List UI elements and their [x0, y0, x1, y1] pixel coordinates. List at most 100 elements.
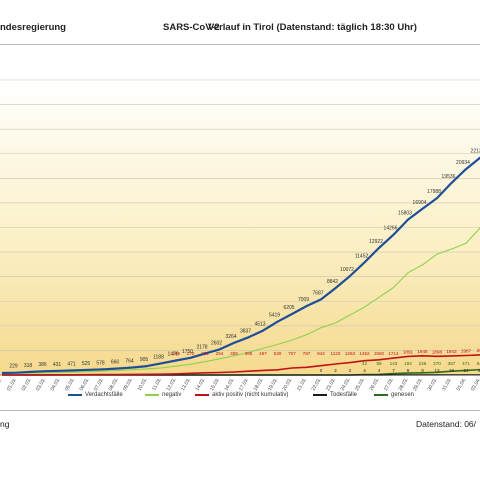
data-label-aktiv: 1452: [359, 351, 370, 356]
data-label-aktiv: 204: [477, 348, 480, 353]
data-label-aktiv: 1263: [345, 351, 356, 356]
x-tick-label: 10.03.: [137, 377, 149, 392]
data-label-verdacht: 666: [111, 359, 120, 365]
data-label-verdacht: 1470: [167, 352, 178, 358]
data-label-aktiv: 1948: [417, 349, 428, 354]
data-label-genesen: 59: [376, 361, 382, 366]
data-label-tod: 2: [349, 368, 352, 373]
data-label-aktiv: 942: [317, 351, 325, 356]
data-label-genesen: 546: [477, 361, 480, 366]
data-label-verdacht: 7009: [298, 297, 309, 303]
data-label-tod: 2: [334, 368, 337, 373]
data-label-verdacht: 8842: [327, 279, 338, 285]
data-label-verdacht: 386: [38, 362, 47, 368]
x-tick-label: 13.03.: [180, 377, 192, 392]
data-label-tod: 25: [478, 368, 480, 373]
data-label-verdacht: 471: [67, 361, 76, 367]
data-label-verdacht: 20934: [456, 160, 470, 166]
data-label-verdacht: 7687: [312, 290, 323, 296]
x-tick-label: 29.03.: [412, 377, 424, 392]
data-label-verdacht: 14266: [384, 226, 398, 232]
legend-swatch: [313, 394, 327, 396]
legend-label: Todesfälle: [330, 392, 358, 398]
x-tick-label: 14.03.: [195, 377, 207, 392]
legend-swatch: [68, 394, 82, 396]
x-tick-label: 16.03.: [224, 377, 236, 392]
data-label-tod: 4: [378, 368, 381, 373]
x-tick-label: 01.03.: [6, 377, 18, 392]
legend-label: negativ: [162, 392, 182, 398]
data-label-verdacht: 19536: [442, 174, 456, 180]
x-tick-label: 15.03.: [209, 377, 221, 392]
x-tick-label: 31.03.: [441, 377, 453, 392]
data-label-tod: 9: [421, 368, 424, 373]
data-label-verdacht: 2178: [196, 345, 207, 351]
data-label-verdacht: 1188: [153, 354, 164, 360]
data-label-genesen: 194: [404, 361, 412, 366]
data-label-aktiv: 1120: [331, 351, 341, 356]
data-label-verdacht: 12922: [369, 239, 383, 245]
data-label-genesen: 42: [362, 361, 368, 366]
x-tick-label: 17.03.: [238, 377, 250, 392]
x-tick-label: 02.03.: [21, 377, 33, 392]
data-label-aktiv: 1550: [374, 351, 385, 356]
x-tick-label: 21.03.: [296, 377, 308, 392]
footer-datestamp: Datenstand: 06/: [416, 419, 477, 429]
chart-legend: Verdachtsfälle negativ aktiv positiv (nich…: [0, 392, 480, 404]
data-label-verdacht: 6205: [283, 305, 294, 311]
legend-item-tod: Todesfälle: [313, 392, 357, 398]
chart-subtitle: Verlauf in Tirol (Datenstand: täglich 18…: [208, 22, 417, 33]
x-tick-label: 24.03.: [340, 377, 352, 392]
data-label-aktiv: 530: [274, 351, 282, 356]
data-label-aktiv: 1891: [403, 349, 414, 354]
x-tick-label: 07.03.: [93, 377, 105, 392]
data-label-verdacht: 3264: [225, 334, 236, 340]
data-label-verdacht: 764: [125, 358, 134, 364]
footer-rule: [0, 410, 480, 411]
data-label-verdacht: 4513: [254, 322, 265, 328]
data-label-aktiv: 388: [245, 351, 253, 356]
x-tick-label: 02.04.: [470, 377, 480, 392]
x-tick-label: 28.03.: [398, 377, 410, 392]
legend-swatch: [145, 394, 159, 396]
data-label-verdacht: 3837: [240, 328, 251, 334]
data-label-genesen: 387: [448, 361, 456, 366]
legend-item-verdacht: Verdachtsfälle: [68, 392, 123, 398]
data-label-aktiv: 787: [303, 351, 311, 356]
data-label-verdacht: 525: [82, 361, 91, 367]
footer-left-text: ng: [0, 419, 10, 429]
x-tick-label: 09.03.: [122, 377, 134, 392]
legend-item-aktiv: aktiv positiv (nicht kumulativ): [195, 392, 288, 398]
series-line-verdacht: [1, 156, 480, 375]
chart-title: SARS-CoV-2: [163, 22, 220, 33]
data-label-genesen: 270: [433, 361, 441, 366]
data-label-aktiv: 1898: [432, 349, 443, 354]
data-label-verdacht: 905: [140, 357, 149, 363]
data-label-aktiv: 309: [230, 351, 238, 356]
x-tick-label: 27.03.: [383, 377, 395, 392]
series-line-negativ: [1, 227, 480, 375]
x-tick-label: 05.03.: [64, 377, 76, 392]
data-label-verdacht: 22132: [471, 148, 480, 154]
data-label-aktiv: 1943: [446, 349, 457, 354]
x-tick-label: 23.03.: [325, 377, 337, 392]
legend-item-genesen: genesen: [374, 392, 414, 398]
data-label-verdacht: 318: [24, 363, 33, 369]
x-tick-label: 20.03.: [282, 377, 294, 392]
x-tick-label: 11.03.: [151, 377, 163, 392]
data-label-aktiv: 707: [288, 351, 296, 356]
data-label-verdacht: 16904: [413, 200, 427, 206]
x-tick-label: 08.03.: [108, 377, 120, 392]
x-tick-label: 04.03.: [50, 377, 62, 392]
legend-label: Verdachtsfälle: [85, 392, 123, 398]
data-label-verdacht: 229: [9, 364, 18, 370]
data-label-verdacht: 1750: [182, 349, 193, 355]
x-tick-label: 26.03.: [369, 377, 381, 392]
data-label-tod: 0: [320, 368, 323, 373]
x-tick-label: 12.03.: [166, 377, 178, 392]
header-rule: [0, 44, 480, 45]
x-tick-label: 22.03.: [311, 377, 323, 392]
data-label-genesen: 226: [419, 361, 427, 366]
data-label-verdacht: 11452: [355, 253, 369, 259]
